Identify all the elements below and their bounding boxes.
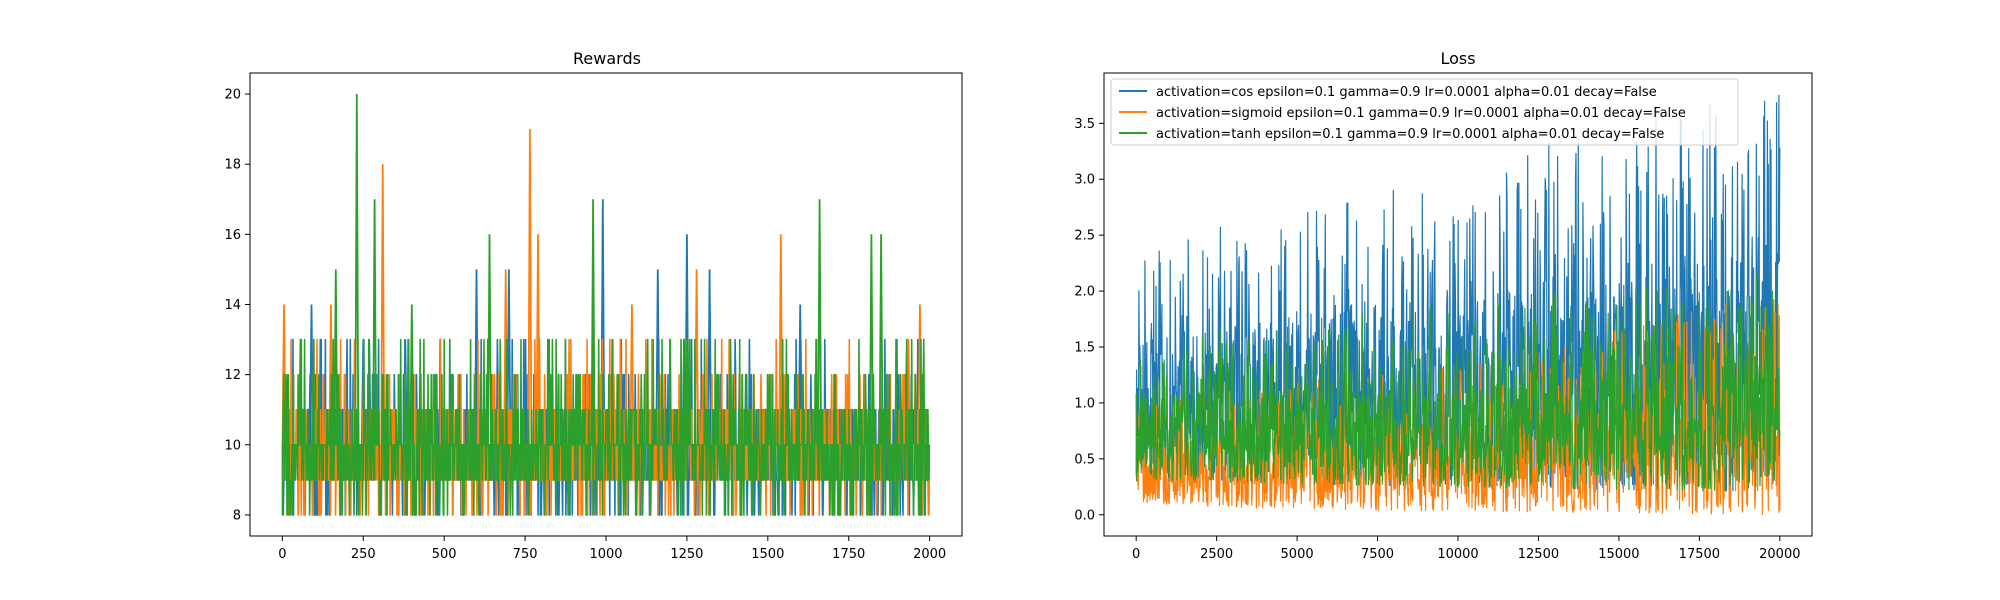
rewards-xtick-label: 500 <box>432 547 457 562</box>
loss-xtick-label: 20000 <box>1759 547 1800 562</box>
rewards-ytick-label: 8 <box>233 508 241 523</box>
rewards-xtick-label: 2000 <box>913 547 946 562</box>
rewards-peak-tanh <box>333 269 339 445</box>
rewards-xtick-label: 1750 <box>832 547 865 562</box>
loss-ytick-label: 2.0 <box>1074 285 1095 300</box>
rewards-ytick-label: 18 <box>224 158 241 173</box>
loss-ytick-label: 3.0 <box>1074 173 1095 188</box>
legend-frame <box>1110 78 1739 146</box>
rewards-xtick-label: 0 <box>278 547 286 562</box>
rewards-xtick-label: 250 <box>351 547 376 562</box>
loss-xtick-label: 15000 <box>1598 547 1639 562</box>
loss-ytick-label: 2.5 <box>1074 229 1095 244</box>
loss-plot-area <box>1135 94 1781 516</box>
loss-axes: Loss 0 2500 5000 7500 10000 12500 15000 17500 20… <box>1074 49 1813 562</box>
loss-xtick-label: 7500 <box>1361 547 1394 562</box>
loss-xtick-label: 5000 <box>1281 547 1314 562</box>
loss-xtick-label: 12500 <box>1518 547 1559 562</box>
legend-label-tanh: activation=tanh epsilon=0.1 gamma=0.9 lr… <box>1156 127 1664 142</box>
loss-ytick-label: 0.0 <box>1074 508 1095 523</box>
rewards-ytick-label: 20 <box>224 88 241 103</box>
legend-label-cos: activation=cos epsilon=0.1 gamma=0.9 lr=… <box>1156 85 1657 100</box>
rewards-xtick-label: 1500 <box>751 547 784 562</box>
rewards-peak-tanh <box>487 234 492 445</box>
rewards-peak-tanh <box>817 199 822 445</box>
rewards-plot-area <box>281 93 931 516</box>
loss-xtick-label: 17500 <box>1679 547 1720 562</box>
rewards-ytick-label: 10 <box>224 438 241 453</box>
rewards-xtick-label: 1250 <box>670 547 703 562</box>
loss-legend: activation=cos epsilon=0.1 gamma=0.9 lr=… <box>1110 78 1739 146</box>
rewards-peak-tanh <box>354 93 360 445</box>
rewards-peak-sigmoid <box>527 129 533 445</box>
rewards-peak-tanh <box>878 234 884 445</box>
rewards-peak-tanh <box>590 199 596 445</box>
loss-xtick-label: 0 <box>1132 547 1140 562</box>
loss-xtick-label: 2500 <box>1200 547 1233 562</box>
rewards-peak-sigmoid <box>535 234 541 445</box>
loss-ytick-label: 3.5 <box>1074 117 1095 132</box>
rewards-ytick-label: 12 <box>224 368 241 383</box>
rewards-series-tanh <box>281 338 931 516</box>
rewards-axes: Rewards 0 250 500 750 1000 1250 1500 1750 2000 8 1… <box>224 49 963 562</box>
rewards-xtick-label: 750 <box>513 547 538 562</box>
rewards-peak-cos <box>797 304 803 445</box>
rewards-peak-tanh <box>409 304 415 445</box>
rewards-ytick-label: 14 <box>224 298 241 313</box>
loss-ytick-label: 1.5 <box>1074 340 1095 355</box>
rewards-peak-sigmoid <box>778 234 784 445</box>
rewards-peak-tanh <box>869 234 874 445</box>
rewards-peak-tanh <box>372 199 377 445</box>
rewards-xtick-label: 1000 <box>589 547 622 562</box>
loss-ytick-label: 1.0 <box>1074 396 1095 411</box>
rewards-peak-sigmoid <box>629 304 635 445</box>
rewards-peak-cos <box>506 269 512 445</box>
loss-ytick-label: 0.5 <box>1074 452 1095 467</box>
rewards-ytick-label: 16 <box>224 228 241 243</box>
loss-xtick-label: 10000 <box>1437 547 1478 562</box>
loss-title: Loss <box>1440 49 1475 68</box>
rewards-peak-sigmoid <box>380 164 386 445</box>
rewards-title: Rewards <box>573 49 641 68</box>
loss-ticks: 0 2500 5000 7500 10000 12500 15000 17500 20000 0.… <box>1074 117 1800 562</box>
rewards-peak-cos <box>707 269 712 445</box>
loss-series-tanh <box>1135 273 1781 492</box>
legend-label-sigmoid: activation=sigmoid epsilon=0.1 gamma=0.9… <box>1156 106 1686 121</box>
rewards-ticks: 0 250 500 750 1000 1250 1500 1750 2000 8 10 12 14 16 1… <box>224 88 946 562</box>
